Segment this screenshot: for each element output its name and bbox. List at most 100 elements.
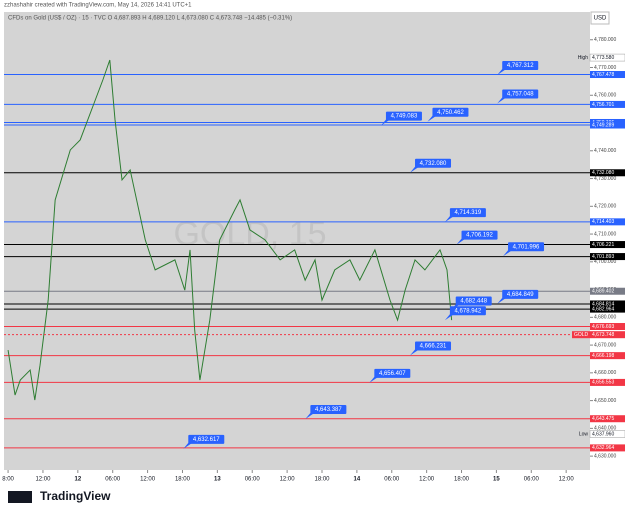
y-tick-label: 4,710.000 xyxy=(594,231,616,237)
current-badge xyxy=(590,331,625,339)
callout-tail xyxy=(456,238,466,245)
callout xyxy=(455,296,492,306)
callout-tail xyxy=(410,166,420,173)
y-tick-label: 4,760.000 xyxy=(594,93,616,99)
callout xyxy=(461,230,498,240)
y-tick-label: 4,630.000 xyxy=(594,453,616,459)
callout-label: 4,749.083 xyxy=(391,114,418,120)
level-label: 4,756.701 xyxy=(592,102,614,108)
level-label: 4,767.478 xyxy=(592,72,614,78)
level-badge xyxy=(590,218,625,226)
x-tick-label: 18:00 xyxy=(175,477,191,483)
level-badge xyxy=(590,241,625,249)
callout xyxy=(415,158,452,168)
level-label: 4,666.198 xyxy=(592,353,614,359)
level-label: 4,706.221 xyxy=(592,242,614,248)
brand-logo xyxy=(8,491,32,503)
level-label: 4,676.693 xyxy=(592,324,614,330)
callout xyxy=(385,111,422,121)
high-badge xyxy=(589,53,625,62)
x-tick-label: 12:00 xyxy=(280,477,296,483)
level-label: 4,689.402 xyxy=(592,289,614,295)
callout-label: 4,757.048 xyxy=(507,92,534,98)
level-badge xyxy=(590,287,625,295)
callout-tail xyxy=(369,376,379,383)
y-tick-label: 4,730.000 xyxy=(594,176,616,182)
level-badge xyxy=(590,169,625,177)
callout-label: 4,767.312 xyxy=(507,63,534,69)
x-tick-label: 12:00 xyxy=(35,477,51,483)
level-badge xyxy=(590,444,625,452)
x-tick-label: 06:00 xyxy=(245,477,261,483)
level-badge xyxy=(590,71,625,79)
level-badge xyxy=(590,305,625,313)
currency[interactable]: USD xyxy=(594,16,607,22)
level-label: 4,684.814 xyxy=(592,301,614,307)
callout-tail xyxy=(497,68,507,75)
symbol-legend: CFDs on Gold (US$ / OZ) · 15 · TVC O 4,6… xyxy=(8,16,292,22)
current-name: GOLD xyxy=(574,332,589,338)
level-badge xyxy=(590,253,625,261)
low-badge xyxy=(589,430,625,438)
y-tick-label: 4,650.000 xyxy=(594,398,616,404)
callout-tail xyxy=(410,349,420,356)
callout-tail xyxy=(503,250,513,257)
level-label: 4,682.964 xyxy=(592,306,614,312)
x-tick-label: 12 xyxy=(74,477,81,483)
callout-label: 4,701.996 xyxy=(513,244,540,250)
callout xyxy=(374,368,411,378)
callout-label: 4,643.387 xyxy=(315,407,342,413)
callout-tail xyxy=(497,297,507,304)
callout xyxy=(502,60,539,70)
x-tick-label: 13 xyxy=(214,477,221,483)
callout-label: 4,684.849 xyxy=(507,292,534,298)
y-tick-label: 4,660.000 xyxy=(594,370,616,376)
y-tick-label: 4,700.000 xyxy=(594,259,616,265)
level-label: 4,714.403 xyxy=(592,219,614,225)
callout-label: 4,714.319 xyxy=(455,210,482,216)
credit: zzhashahir created with TradingView.com,… xyxy=(4,3,192,9)
callout xyxy=(449,208,486,218)
y-tick-label: 4,670.000 xyxy=(594,342,616,348)
level-label: 4,749.289 xyxy=(592,122,614,128)
x-tick-label: 12:00 xyxy=(140,477,156,483)
high-label: 4,773.580 xyxy=(592,55,614,61)
plot-area xyxy=(4,12,590,470)
level-badge xyxy=(590,323,625,331)
x-tick-label: 18:00 xyxy=(314,477,330,483)
x-tick-label: 06:00 xyxy=(105,477,121,483)
level-badge xyxy=(590,300,625,308)
callout-label: 4,750.462 xyxy=(437,110,464,116)
level-badge xyxy=(590,100,625,108)
callout-tail xyxy=(380,119,390,126)
y-tick-label: 4,720.000 xyxy=(594,204,616,210)
callout xyxy=(188,434,225,444)
level-label: 4,643.475 xyxy=(592,416,614,422)
price-line xyxy=(7,59,453,401)
level-badge xyxy=(590,121,625,129)
x-tick-label: 12:00 xyxy=(419,477,435,483)
y-tick-label: 4,680.000 xyxy=(594,315,616,321)
current-name-badge xyxy=(572,331,590,339)
callout xyxy=(449,306,486,316)
callout xyxy=(502,89,539,99)
brand: TradingView xyxy=(40,489,111,503)
level-label: 4,701.893 xyxy=(592,254,614,260)
level-label: 4,632.964 xyxy=(592,445,614,451)
callout-tail xyxy=(427,115,437,122)
y-tick-label: 4,770.000 xyxy=(594,65,616,71)
y-tick-label: 4,780.000 xyxy=(594,37,616,43)
level-badge xyxy=(590,352,625,360)
callout-label: 4,732.080 xyxy=(420,161,447,167)
callout xyxy=(432,107,469,117)
callout xyxy=(508,242,545,252)
x-tick-label: 14 xyxy=(354,477,361,483)
level-label: 4,656.553 xyxy=(592,380,614,386)
x-tick-label: 12:00 xyxy=(559,477,575,483)
y-tick-label: 4,640.000 xyxy=(594,426,616,432)
currency-button[interactable] xyxy=(590,11,610,25)
x-tick-label: 15 xyxy=(493,477,500,483)
level-label: 4,732.080 xyxy=(592,170,614,176)
watermark: GOLD, 15 xyxy=(173,215,326,253)
